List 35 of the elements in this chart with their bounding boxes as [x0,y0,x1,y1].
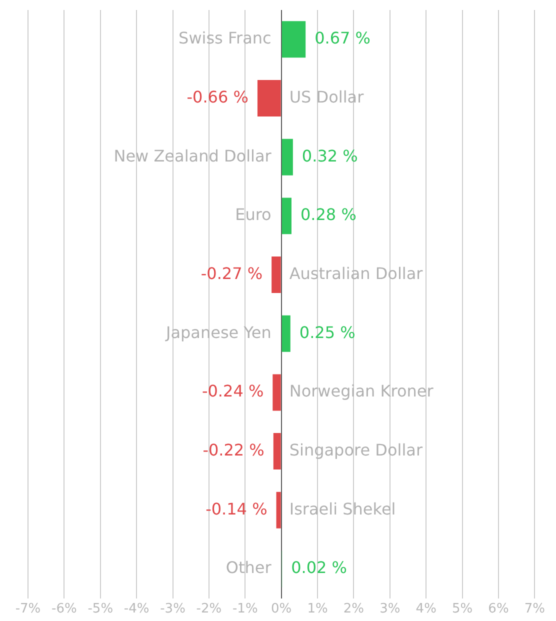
data-label: -0.22 % [202,440,264,460]
y-tick-label: Euro [235,205,272,224]
y-tick-label: Japanese Yen [164,322,272,342]
x-tick-label: -4% [124,602,150,617]
data-label: -0.24 % [202,382,264,401]
x-tick-label: 5% [452,602,473,617]
x-tick-label: -3% [160,602,186,617]
y-tick-label: Australian Dollar [289,264,424,283]
data-label: -0.14 % [206,499,268,518]
x-tick-label: 3% [380,602,400,617]
data-label: -0.66 % [186,87,248,106]
y-tick-label: Norwegian Kroner [289,382,434,401]
data-label: 0.67 % [314,28,371,48]
y-tick-label: Israeli Shekel [289,499,396,518]
x-tick-label: -6% [52,602,77,617]
x-tick-label: 6% [488,602,509,617]
x-tick-label: 1% [307,602,328,617]
x-tick-label: -5% [88,602,114,617]
data-label: 0.02 % [291,558,347,578]
y-tick-label: Other [226,558,272,578]
x-tick-label: 7% [524,602,545,617]
y-tick-label: US Dollar [289,87,364,106]
data-label: 0.25 % [299,322,356,342]
data-label: 0.32 % [302,146,358,166]
y-tick-label: Swiss Franc [178,28,272,48]
x-tick-label: -7% [15,602,41,617]
data-label: 0.28 % [300,205,356,224]
data-label: -0.27 % [200,264,263,283]
x-tick-label: -2% [196,602,222,617]
x-tick-label: -1% [232,602,258,617]
x-tick-label: 4% [416,602,436,617]
y-tick-label: Singapore Dollar [289,440,423,460]
y-tick-label: New Zealand Dollar [114,146,272,166]
x-tick-label: 2% [343,602,364,617]
x-tick-label: 0% [271,602,292,617]
